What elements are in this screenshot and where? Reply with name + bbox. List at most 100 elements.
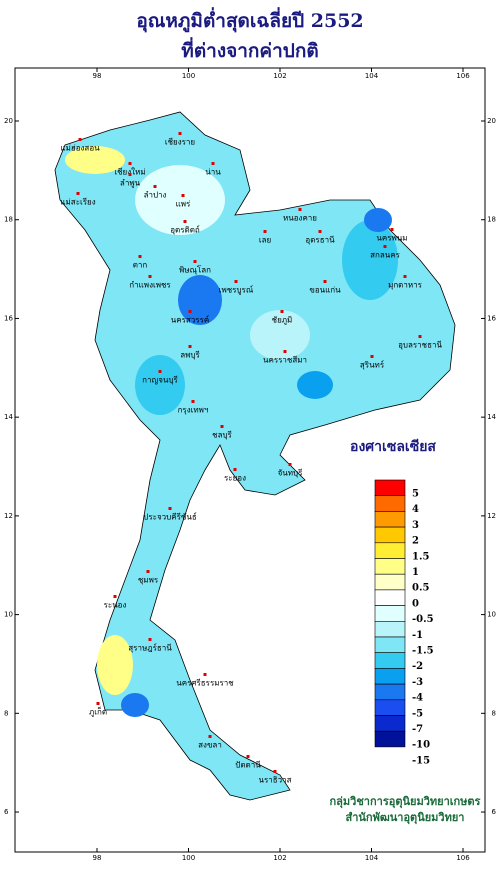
lat-tick-label: 12 bbox=[4, 512, 13, 520]
station bbox=[298, 208, 302, 211]
patch bbox=[65, 146, 125, 174]
lat-tick-label: 6 bbox=[492, 808, 497, 816]
legend-swatch bbox=[374, 730, 406, 748]
station bbox=[318, 230, 322, 233]
station bbox=[220, 425, 224, 428]
place-label: ประจวบคีรีขันธ์ bbox=[143, 512, 197, 522]
patch bbox=[135, 355, 185, 415]
legend-label: -7 bbox=[412, 724, 423, 735]
place-label: อุตรดิตถ์ bbox=[170, 225, 200, 235]
lat-tick-label: 16 bbox=[487, 314, 496, 322]
lat-tick-label: 20 bbox=[4, 117, 13, 125]
patch bbox=[121, 693, 149, 717]
station bbox=[153, 185, 157, 188]
credit: กลุ่มวิชาการอุตุนิยมวิทยาเกษตร bbox=[330, 795, 481, 809]
place-label: ชุมพร bbox=[138, 576, 159, 585]
place-label: น่าน bbox=[205, 168, 221, 177]
legend-swatch bbox=[374, 589, 406, 606]
legend: 5 4 3 2 1.5 1 0.5 0 -0.5 -1 -1.5 -2 -3 -4 -5 -7 -10 -15 bbox=[374, 479, 434, 766]
station bbox=[203, 673, 207, 676]
lon-tick-label: 102 bbox=[273, 854, 286, 862]
station bbox=[273, 770, 277, 773]
station bbox=[128, 173, 132, 176]
station bbox=[168, 507, 172, 510]
legend-label: -4 bbox=[412, 693, 423, 704]
lat-tick-label: 8 bbox=[4, 709, 8, 717]
place-label: ภูเก็ต bbox=[89, 707, 107, 718]
legend-label: 3 bbox=[412, 520, 419, 531]
lat-tick-label: 12 bbox=[487, 512, 496, 520]
station bbox=[113, 595, 117, 598]
station bbox=[263, 230, 267, 233]
place-label: ระนอง bbox=[104, 601, 127, 610]
title: อุณหภูมิต่ำสุดเฉลี่ยปี 2552 bbox=[136, 7, 363, 33]
place-label: นครราชสีมา bbox=[263, 356, 307, 365]
legend-swatch bbox=[374, 636, 406, 653]
legend-label: -10 bbox=[412, 740, 430, 751]
patch bbox=[97, 635, 133, 695]
station bbox=[193, 260, 197, 263]
station bbox=[383, 245, 387, 248]
place-label: มุกดาหาร bbox=[388, 281, 423, 290]
credit: สำนักพัฒนาอุตุนิยมวิทยา bbox=[346, 811, 465, 825]
place-label: แพร่ bbox=[176, 200, 191, 209]
legend-label: -0.5 bbox=[412, 614, 434, 625]
place-label: สุรินทร์ bbox=[360, 360, 385, 370]
legend-swatch bbox=[374, 715, 406, 732]
station bbox=[76, 192, 80, 195]
lon-tick-label: 106 bbox=[456, 72, 470, 80]
station bbox=[188, 345, 192, 348]
legend-label: -5 bbox=[412, 708, 423, 719]
legend-label: -1 bbox=[412, 630, 423, 641]
station bbox=[191, 400, 195, 403]
station bbox=[234, 280, 238, 283]
place-label: ชัยภูมิ bbox=[272, 316, 293, 326]
place-label: นครพนม bbox=[376, 234, 407, 243]
legend-label: 1.5 bbox=[412, 551, 429, 562]
legend-label: 2 bbox=[412, 536, 419, 547]
legend-swatch bbox=[374, 558, 406, 575]
place-label: เพชรบูรณ์ bbox=[219, 285, 254, 296]
lat-tick-label: 20 bbox=[487, 117, 496, 125]
station bbox=[78, 138, 82, 141]
legend-swatch bbox=[374, 683, 406, 701]
place-label: สงขลา bbox=[198, 741, 222, 750]
place-label: จันทบุรี bbox=[278, 469, 304, 478]
legend-label: -15 bbox=[412, 755, 430, 766]
place-label: นครศรีธรรมราช bbox=[176, 679, 234, 688]
lat-tick-label: 10 bbox=[4, 611, 13, 619]
station bbox=[323, 280, 327, 283]
lat-tick-label: 14 bbox=[4, 413, 13, 421]
place-label: กาญจนบุรี bbox=[142, 376, 178, 385]
lat-tick-label: 14 bbox=[487, 413, 496, 421]
lon-tick-label: 100 bbox=[182, 854, 195, 862]
station bbox=[138, 255, 142, 258]
station bbox=[370, 355, 374, 358]
place-label: ลำพูน bbox=[120, 179, 141, 189]
place-label: เชียงราย bbox=[165, 138, 195, 147]
legend-swatch bbox=[374, 652, 406, 669]
patch bbox=[297, 371, 333, 399]
place-label: อุดรธานี bbox=[305, 236, 335, 245]
lon-tick-label: 104 bbox=[365, 72, 379, 80]
place-label: กรุงเทพฯ bbox=[178, 406, 209, 415]
patch bbox=[364, 208, 392, 232]
station bbox=[208, 735, 212, 738]
station bbox=[96, 702, 100, 705]
legend-swatch bbox=[374, 511, 406, 528]
station bbox=[181, 194, 185, 197]
place-label: ปัตตานี bbox=[235, 761, 261, 770]
station bbox=[211, 162, 215, 165]
lat-tick-label: 18 bbox=[487, 216, 496, 224]
station bbox=[148, 275, 152, 278]
legend-label: -3 bbox=[412, 677, 423, 688]
place-label: อุบลราชธานี bbox=[398, 341, 442, 350]
place-label: ชลบุรี bbox=[212, 431, 232, 440]
legend-swatch bbox=[374, 573, 406, 591]
station bbox=[246, 755, 250, 758]
place-label: สุราษฎร์ธานี bbox=[128, 643, 172, 653]
place-label: พิษณุโลก bbox=[179, 265, 211, 275]
station bbox=[233, 468, 237, 471]
station bbox=[280, 310, 284, 313]
